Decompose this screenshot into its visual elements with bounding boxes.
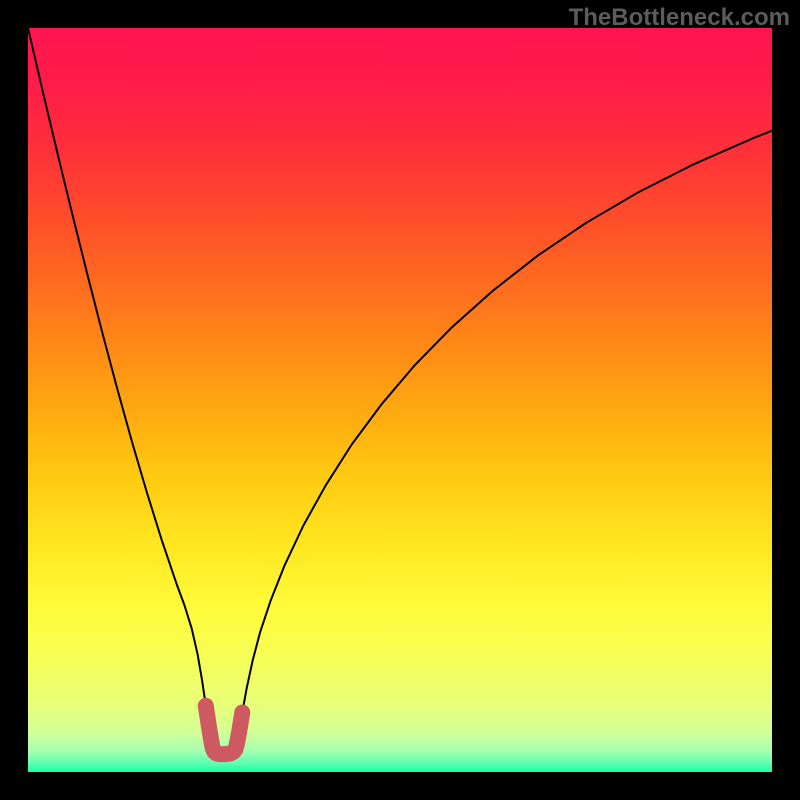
curve-layer xyxy=(28,28,772,772)
plot-area xyxy=(28,28,772,772)
bottleneck-curve xyxy=(28,28,772,754)
watermark-text: TheBottleneck.com xyxy=(569,4,790,32)
valley-highlight xyxy=(206,706,242,754)
